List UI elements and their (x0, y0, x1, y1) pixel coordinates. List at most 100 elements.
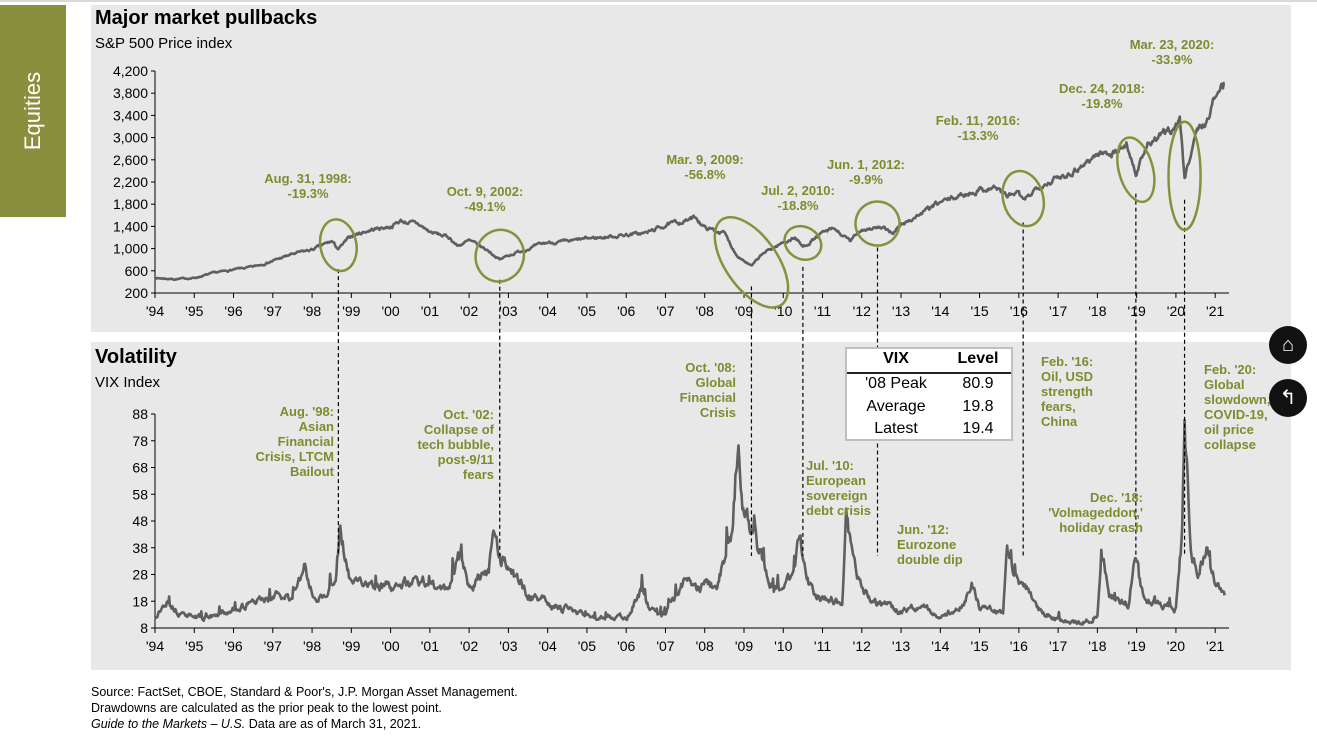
pullback-ellipse (1116, 136, 1156, 204)
vix-chart-subtitle: VIX Index (95, 374, 161, 391)
vix-y-tick-label: 78 (132, 433, 148, 449)
sp500-x-tick-label: '13 (892, 303, 910, 319)
vix-event-label: fears (463, 467, 494, 482)
vix-y-tick-label: 88 (132, 406, 148, 422)
sp500-y-tick-label: 600 (125, 263, 149, 279)
vix-event-label: collapse (1204, 437, 1256, 452)
sp500-x-tick-label: '06 (617, 303, 635, 319)
back-arrow-icon[interactable]: ↰ (1269, 379, 1307, 417)
home-icon[interactable]: ⌂ (1269, 326, 1307, 364)
pullback-drawdown-label: -9.9% (849, 172, 883, 187)
pullback-ellipse (1167, 120, 1202, 232)
vix-event-label: double dip (897, 552, 963, 567)
vix-event-label: post-9/11 (438, 452, 494, 467)
vix-x-tick-label: '18 (1088, 638, 1106, 654)
pullback-drawdown-label: -19.8% (1081, 96, 1123, 111)
vix-table-row-label: '08 Peak (865, 375, 927, 392)
sp500-x-tick-label: '05 (578, 303, 596, 319)
vix-table-row-value: 19.8 (962, 398, 994, 415)
vix-event-label: Financial (680, 390, 736, 405)
sp500-y-tick-label: 3,800 (113, 85, 148, 101)
sp500-x-tick-label: '20 (1167, 303, 1185, 319)
top-border (0, 0, 1317, 2)
vix-event-label: Collapse of (424, 422, 495, 437)
sp500-x-tick-label: '01 (421, 303, 439, 319)
sp500-x-tick-label: '21 (1206, 303, 1224, 319)
vix-x-tick-label: '05 (578, 638, 596, 654)
vix-event-label: Oil, USD (1041, 369, 1093, 384)
vix-panel (91, 342, 1291, 670)
sp500-y-tick-label: 1,000 (113, 241, 148, 257)
sp500-y-tick-label: 4,200 (113, 63, 148, 79)
sp500-x-tick-label: '96 (224, 303, 242, 319)
sp500-x-tick-label: '04 (539, 303, 557, 319)
sp500-y-tick-label: 3,000 (113, 130, 148, 146)
pullback-date-label: Jul. 2, 2010: (761, 183, 835, 198)
vix-x-tick-label: '11 (814, 638, 831, 654)
pullback-date-label: Feb. 11, 2016: (936, 113, 1021, 128)
pullback-drawdown-label: -56.8% (684, 167, 726, 182)
vix-event-label: Global (1204, 377, 1244, 392)
pullback-drawdown-label: -33.9% (1151, 52, 1193, 67)
vix-x-tick-label: '10 (774, 638, 792, 654)
vix-x-tick-label: '16 (1010, 638, 1028, 654)
sp500-x-tick-label: '18 (1088, 303, 1106, 319)
sp500-x-tick-label: '08 (696, 303, 714, 319)
sp500-y-tick-label: 2,600 (113, 152, 148, 168)
pullback-date-label: Mar. 23, 2020: (1130, 37, 1215, 52)
vix-table-header: VIX Level (847, 349, 1011, 374)
vix-x-tick-label: '00 (381, 638, 399, 654)
pullback-date-label: Dec. 24, 2018: (1059, 81, 1145, 96)
vix-x-tick-label: '96 (224, 638, 242, 654)
vix-event-label: Jun. '12: (897, 522, 949, 537)
vix-x-tick-label: '20 (1167, 638, 1185, 654)
vix-y-tick-label: 48 (132, 513, 148, 529)
sp500-y-tick-label: 1,400 (113, 218, 148, 234)
vix-event-label: strength (1041, 384, 1093, 399)
vix-table-row-label: Latest (874, 420, 918, 437)
vix-event-label: Crisis (700, 405, 736, 420)
pullback-ellipse (1001, 169, 1046, 228)
sp500-y-tick-label: 2,200 (113, 174, 148, 190)
sp500-panel (91, 5, 1291, 332)
vix-index-line (154, 418, 1226, 626)
vix-event-label: Dec. '18: (1090, 490, 1143, 505)
pullback-date-label: Aug. 31, 1998: (264, 171, 351, 186)
sp500-x-tick-label: '99 (342, 303, 360, 319)
vix-y-tick-label: 18 (132, 593, 148, 609)
pullback-drawdown-label: -19.3% (287, 186, 329, 201)
sp500-x-tick-label: '16 (1010, 303, 1028, 319)
sp500-x-tick-label: '97 (264, 303, 282, 319)
sp500-chart-subtitle: S&P 500 Price index (95, 35, 233, 52)
vix-event-label: Aug. '98: (280, 404, 334, 419)
footer-date-note: Guide to the Markets – U.S. Data are as … (91, 716, 518, 732)
sp500-x-tick-label: '15 (970, 303, 988, 319)
vix-event-label: Oct. '02: (443, 407, 494, 422)
vix-x-tick-label: '95 (185, 638, 203, 654)
vix-event-label: slowdown, (1204, 392, 1270, 407)
sp500-y-tick-label: 3,400 (113, 107, 148, 123)
vix-x-tick-label: '98 (303, 638, 321, 654)
vix-x-tick-label: '15 (970, 638, 988, 654)
pullback-drawdown-label: -13.3% (957, 128, 999, 143)
vix-x-tick-label: '09 (735, 638, 753, 654)
footer-guide-title: Guide to the Markets – U.S. (91, 717, 246, 731)
vix-x-tick-label: '19 (1128, 638, 1146, 654)
vix-x-tick-label: '03 (499, 638, 517, 654)
vix-x-tick-label: '04 (539, 638, 557, 654)
sp500-x-tick-label: '98 (303, 303, 321, 319)
vix-event-label: holiday crash (1059, 520, 1143, 535)
vix-event-label: Financial (278, 434, 334, 449)
vix-event-label: Feb. '20: (1204, 362, 1256, 377)
vix-event-label: fears, (1041, 399, 1076, 414)
sp500-x-tick-label: '03 (499, 303, 517, 319)
vix-y-tick-label: 58 (132, 486, 148, 502)
sp500-x-tick-label: '02 (460, 303, 478, 319)
vix-event-label: Global (696, 375, 736, 390)
vix-x-tick-label: '99 (342, 638, 360, 654)
vix-event-label: Bailout (290, 464, 335, 479)
sp500-y-tick-label: 200 (125, 285, 149, 301)
sp500-x-tick-label: '10 (774, 303, 792, 319)
footer-as-of: Data are as of March 31, 2021. (245, 717, 422, 731)
